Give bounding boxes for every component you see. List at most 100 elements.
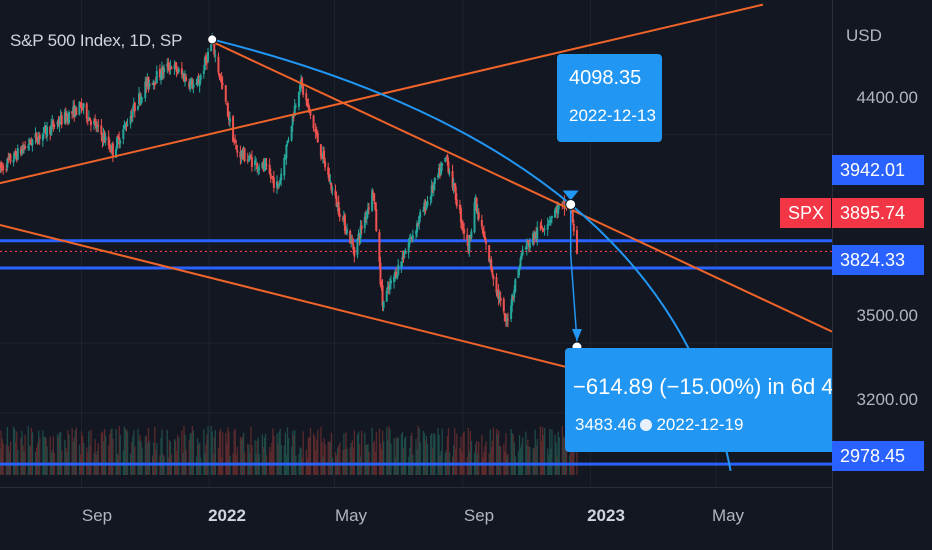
level-price-tag[interactable]: 2978.45	[832, 441, 924, 471]
volume-bar	[451, 456, 454, 475]
measure-top-callout[interactable]: 4098.35 2022-12-13	[557, 54, 662, 142]
volume-bar	[7, 445, 10, 475]
volume-bar	[339, 442, 341, 475]
candle-body	[305, 93, 308, 101]
candle-body	[535, 233, 538, 238]
candle-body	[388, 284, 391, 290]
candle-body	[386, 286, 389, 290]
candle-body	[151, 83, 154, 85]
volume-bar	[329, 442, 331, 475]
candle-body	[353, 247, 356, 257]
candle-body	[375, 208, 378, 231]
candle-body	[460, 221, 463, 226]
measure-end-row: 3483.46 2022-12-19	[575, 415, 743, 435]
volume-bar	[104, 435, 107, 475]
volume-bar	[352, 448, 354, 475]
candle-body	[31, 139, 34, 146]
candle-body	[286, 141, 289, 144]
volume-bar	[123, 426, 126, 475]
candle-body	[360, 225, 363, 230]
volume-bar	[401, 431, 404, 475]
candle-body	[144, 81, 147, 99]
volume-bar	[532, 448, 534, 475]
candle-body	[93, 120, 96, 124]
volume-bar	[57, 437, 60, 475]
candle-body	[543, 228, 546, 230]
volume-bar	[115, 428, 117, 475]
volume-bar	[6, 426, 9, 475]
volume-bar	[277, 443, 279, 475]
candle-body	[190, 79, 193, 83]
candle-body	[239, 152, 242, 158]
candle-body	[14, 151, 17, 156]
candle-body	[24, 145, 27, 149]
candle-body	[162, 67, 165, 74]
measure-result-callout[interactable]: −614.89 (−15.00%) in 6d 4h 3483.46 2022-1…	[565, 348, 832, 452]
candle-body	[192, 84, 195, 88]
candle-body	[124, 124, 127, 127]
candle-body	[350, 239, 353, 242]
volume-bar	[328, 441, 330, 475]
chart-title: S&P 500 Index, 1D, SP	[10, 31, 183, 50]
volume-bar	[72, 441, 74, 475]
volume-bar	[12, 426, 15, 475]
volume-bar	[292, 430, 294, 475]
candle-body	[525, 242, 528, 250]
candle-body	[557, 205, 560, 214]
candle-body	[381, 285, 384, 306]
candle-body	[236, 150, 239, 153]
volume-bar	[183, 425, 185, 475]
volume-bar	[200, 457, 202, 475]
volume-bar	[30, 428, 33, 475]
candle-body	[380, 284, 383, 286]
candle-body	[264, 163, 267, 165]
candle-body	[536, 227, 539, 239]
volume-bar	[90, 429, 92, 475]
volume-bar	[283, 445, 286, 475]
candle-body	[572, 224, 575, 232]
candle-body	[476, 211, 479, 214]
candle-body	[437, 168, 440, 175]
volume-bar	[145, 435, 148, 475]
candle-body	[394, 271, 397, 279]
volume-bar	[94, 439, 96, 475]
volume-bar	[173, 439, 176, 475]
volume-bar	[2, 443, 4, 475]
volume-bar	[350, 442, 352, 475]
candle-body	[75, 107, 78, 116]
volume-bar	[351, 440, 353, 475]
candle-body	[169, 65, 172, 69]
volume-bar	[71, 428, 73, 475]
candle-body	[130, 115, 133, 119]
volume-bar	[271, 442, 273, 475]
candle-body	[365, 211, 368, 219]
candle-body	[540, 225, 543, 229]
volume-bar	[80, 431, 83, 475]
volume-bar	[118, 426, 120, 475]
volume-bar	[153, 442, 155, 475]
candle-body	[79, 103, 82, 106]
level-price-tag[interactable]: 3942.01	[832, 155, 924, 185]
volume-bar	[462, 433, 464, 475]
volume-bar	[423, 433, 426, 475]
candle-body	[108, 144, 111, 150]
candle-body	[101, 135, 104, 142]
level-price-tag[interactable]: 3824.33	[832, 245, 924, 275]
volume-bar	[562, 436, 565, 475]
volume-bar	[535, 445, 537, 475]
candle-body	[235, 144, 238, 150]
candle-body	[293, 105, 296, 116]
candle-body	[226, 103, 229, 117]
candle-body	[451, 170, 454, 188]
candle-body	[50, 124, 53, 136]
volume-bar	[314, 436, 316, 475]
candle-body	[342, 216, 345, 219]
volume-bar	[250, 426, 252, 475]
candle-body	[191, 80, 194, 89]
candle-body	[279, 180, 282, 185]
volume-bar	[217, 447, 220, 475]
candle-body	[136, 106, 139, 110]
volume-bar	[561, 425, 564, 475]
candle-body	[188, 82, 191, 88]
